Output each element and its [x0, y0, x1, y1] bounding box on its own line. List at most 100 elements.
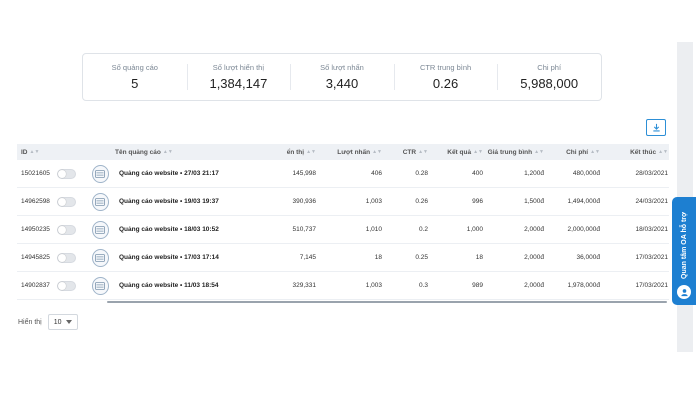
table-row[interactable]: 14945825 Quảng cáo website • 17/03 17:14… — [17, 244, 669, 272]
header-label: Tên quảng cáo — [115, 148, 161, 156]
status-toggle[interactable] — [56, 196, 76, 207]
cell-id: 15021605 — [17, 164, 109, 183]
stat-cost: Chi phí 5,988,000 — [497, 54, 601, 100]
ad-id: 15021605 — [21, 170, 50, 177]
status-toggle[interactable] — [56, 224, 76, 235]
sort-icon: ▲▼ — [590, 149, 600, 155]
cell-clicks: 1,003 — [365, 282, 382, 289]
caret-down-icon — [65, 320, 72, 324]
ad-id: 14950235 — [21, 226, 50, 233]
ad-name-link[interactable]: Quảng cáo website • 19/03 19:37 — [119, 198, 219, 205]
col-cost[interactable]: Chi phí ▲▼ — [544, 149, 600, 156]
ad-id: 14945825 — [21, 254, 50, 261]
ad-name-link[interactable]: Quảng cáo website • 27/03 21:17 — [119, 170, 219, 177]
sort-icon: ▲▼ — [534, 149, 544, 155]
chat-support-icon — [677, 285, 691, 299]
header-label: Chi phí — [566, 148, 589, 156]
cell-clicks: 406 — [371, 170, 382, 177]
header-label: CTR — [402, 148, 417, 156]
stat-value: 3,440 — [325, 76, 359, 91]
cell-name: Quảng cáo website • 27/03 21:17 — [109, 170, 269, 177]
cell-id: 14945825 — [17, 248, 109, 267]
table-header: ID ▲▼ Tên quảng cáo ▲▼ ển thị ▲▼ Lượt nhấn ▲… — [17, 144, 669, 160]
stat-label: Số lượt nhấn — [320, 63, 364, 72]
col-impressions[interactable]: ển thị ▲▼ — [269, 149, 316, 156]
ad-thumbnail-icon — [95, 225, 106, 234]
col-avg-price[interactable]: Giá trung bình ▲▼ — [483, 149, 544, 156]
cell-results: 1,000 — [466, 226, 483, 233]
page-size-control: Hiển thị 10 — [18, 314, 78, 330]
sort-icon: ▲▼ — [306, 149, 316, 155]
cell-clicks: 1,003 — [365, 198, 382, 205]
col-clicks[interactable]: Lượt nhấn ▲▼ — [316, 149, 382, 156]
table-row[interactable]: 15021605 Quảng cáo website • 27/03 21:17… — [17, 160, 669, 188]
cell-avg-price: 2,000đ — [524, 282, 544, 289]
ad-name-link[interactable]: Quảng cáo website • 17/03 17:14 — [119, 254, 219, 261]
stat-clicks: Số lượt nhấn 3,440 — [290, 54, 394, 100]
status-toggle[interactable] — [56, 280, 76, 291]
page-size-value: 10 — [53, 318, 62, 326]
sort-icon: ▲▼ — [372, 149, 382, 155]
sort-icon: ▲▼ — [29, 149, 40, 155]
ad-thumbnail[interactable] — [91, 164, 109, 183]
col-name[interactable]: Tên quảng cáo ▲▼ — [109, 149, 269, 156]
ad-name-link[interactable]: Quảng cáo website • 11/03 18:54 — [119, 282, 219, 289]
col-id[interactable]: ID ▲▼ — [17, 149, 109, 156]
download-button[interactable] — [646, 119, 666, 136]
sort-icon: ▲▼ — [162, 149, 173, 155]
col-ctr[interactable]: CTR ▲▼ — [382, 149, 428, 156]
support-tab[interactable]: Quan tâm OA hỗ trợ — [672, 197, 696, 305]
header-label: Lượt nhấn — [337, 148, 371, 156]
cell-impressions: 390,936 — [292, 198, 317, 205]
stat-ctr: CTR trung bình 0.26 — [393, 54, 498, 100]
cell-avg-price: 1,500đ — [524, 198, 544, 205]
stat-label: CTR trung bình — [419, 63, 472, 72]
cell-avg-price: 1,200đ — [524, 170, 544, 177]
cell-name: Quảng cáo website • 19/03 19:37 — [109, 198, 269, 205]
ad-thumbnail-icon — [95, 253, 106, 262]
support-tab-label: Quan tâm OA hỗ trợ — [680, 212, 688, 279]
cell-cost: 2,000,000đ — [567, 226, 600, 233]
cell-cost: 1,494,000đ — [567, 198, 600, 205]
table-row[interactable]: 14950235 Quảng cáo website • 18/03 10:52… — [17, 216, 669, 244]
cell-cost: 36,000đ — [576, 254, 601, 261]
table-row[interactable]: 14962598 Quảng cáo website • 19/03 19:37… — [17, 188, 669, 216]
stat-value: 0.26 — [432, 76, 459, 91]
horizontal-scrollbar[interactable] — [107, 301, 667, 303]
cell-cost: 480,000đ — [572, 170, 600, 177]
col-results[interactable]: Kết quả ▲▼ — [428, 149, 483, 156]
cell-avg-price: 2,000đ — [524, 226, 544, 233]
cell-ctr: 0.28 — [415, 170, 428, 177]
ad-id: 14902837 — [21, 282, 50, 289]
cell-id: 14950235 — [17, 220, 109, 239]
sort-icon: ▲▼ — [658, 149, 668, 155]
cell-results: 18 — [475, 254, 483, 261]
cell-end: 28/03/2021 — [635, 170, 668, 177]
stat-value: 1,384,147 — [209, 76, 268, 91]
cell-name: Quảng cáo website • 17/03 17:14 — [109, 254, 269, 261]
stat-value: 5 — [131, 76, 139, 91]
ad-thumbnail[interactable] — [91, 248, 109, 267]
ad-name-link[interactable]: Quảng cáo website • 18/03 10:52 — [119, 226, 219, 233]
col-end[interactable]: Kết thúc ▲▼ — [600, 149, 669, 156]
stat-value: 5,988,000 — [520, 76, 579, 91]
cell-ctr: 0.2 — [418, 226, 428, 233]
stat-label: Chi phí — [537, 63, 562, 72]
cell-id: 14902837 — [17, 276, 109, 295]
cell-ctr: 0.26 — [415, 198, 428, 205]
cell-avg-price: 2,000đ — [524, 254, 544, 261]
status-toggle[interactable] — [56, 168, 76, 179]
table-row[interactable]: 14902837 Quảng cáo website • 11/03 18:54… — [17, 272, 669, 300]
ad-thumbnail-icon — [95, 281, 106, 290]
ad-thumbnail[interactable] — [91, 192, 109, 211]
summary-card: Số quảng cáo 5 Số lượt hiển thị 1,384,14… — [82, 53, 602, 101]
ad-thumbnail[interactable] — [91, 276, 109, 295]
status-toggle[interactable] — [56, 252, 76, 263]
cell-end: 24/03/2021 — [635, 198, 668, 205]
ad-thumbnail-icon — [95, 169, 106, 178]
ad-thumbnail[interactable] — [91, 220, 109, 239]
cell-id: 14962598 — [17, 192, 109, 211]
page-size-select[interactable]: 10 — [47, 314, 78, 330]
cell-impressions: 510,737 — [292, 226, 317, 233]
stat-impressions: Số lượt hiển thị 1,384,147 — [186, 54, 291, 100]
